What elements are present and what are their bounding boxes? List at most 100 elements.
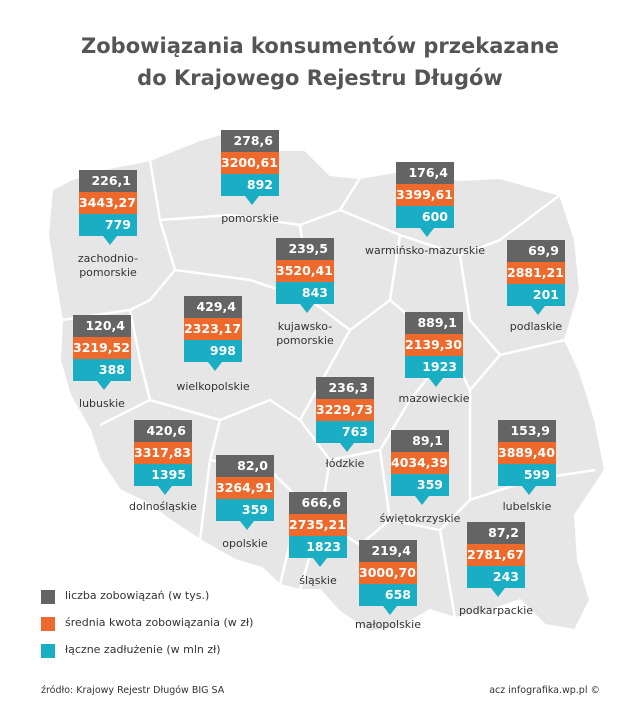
amount-value: 2139,30 — [405, 334, 463, 356]
card-pointer — [240, 521, 254, 530]
debt-value: 1923 — [405, 356, 463, 387]
region-name: lubelskie — [457, 500, 597, 514]
amount-value: 3000,70 — [359, 562, 417, 584]
debt-value: 779 — [79, 214, 137, 245]
map-title: Zobowiązania konsumentów przekazane do K… — [0, 30, 640, 94]
region-name: mazowieckie — [364, 392, 504, 406]
card-pointer — [420, 228, 434, 237]
region-name: opolskie — [175, 537, 315, 551]
title-line-2: do Krajowego Rejestru Długów — [137, 66, 503, 90]
count-value: 226,1 — [79, 170, 137, 192]
debt-value: 388 — [73, 359, 131, 390]
region-name-line: małopolskie — [354, 618, 421, 631]
card-pointer — [415, 496, 429, 505]
card-pointer — [491, 588, 505, 597]
amount-value: 4034,39 — [391, 452, 449, 474]
region-name-line: podkarpackie — [458, 604, 534, 617]
region-data-card: 239,5 3520,41 843 — [276, 238, 334, 313]
border-line — [458, 254, 566, 357]
region-data-card: 82,0 3264,91 359 — [216, 455, 274, 530]
region-name-line: zachodnio- — [77, 252, 139, 265]
count-value: 219,4 — [359, 540, 417, 562]
region-data-card: 236,3 3229,73 763 — [316, 377, 374, 452]
amount-value: 2735,21 — [289, 514, 347, 536]
amount-value: 3317,83 — [134, 442, 192, 464]
debt-value: 600 — [396, 206, 454, 237]
amount-value: 3443,27 — [79, 192, 137, 214]
region-data-card: 153,9 3889,40 599 — [498, 420, 556, 495]
region-data-card: 219,4 3000,70 658 — [359, 540, 417, 615]
debt-value: 359 — [391, 474, 449, 505]
region-name-line: łódzkie — [325, 457, 365, 470]
amount-value: 3520,41 — [276, 260, 334, 282]
region-name-line: dolnośląskie — [129, 500, 197, 513]
region-name-line: podlaskie — [509, 320, 563, 333]
region-name-line: śląskie — [299, 574, 337, 587]
legend-label-debt: łączne zadłużenie (w mln zł) — [65, 643, 221, 656]
count-value: 87,2 — [467, 522, 525, 544]
debt-value: 892 — [221, 174, 279, 205]
card-pointer — [158, 486, 172, 495]
count-value: 69,9 — [507, 240, 565, 262]
count-value: 176,4 — [396, 162, 454, 184]
region-name: warmińsko-mazurskie — [355, 244, 495, 258]
region-name: wielkopolskie — [143, 380, 283, 394]
region-data-card: 89,1 4034,39 359 — [391, 430, 449, 505]
region-name-line: pomorskie — [221, 212, 279, 225]
region-data-card: 666,6 2735,21 1823 — [289, 492, 347, 567]
region-data-card: 69,9 2881,21 201 — [507, 240, 565, 315]
region-name-line: lubelskie — [502, 500, 552, 513]
count-value: 89,1 — [391, 430, 449, 452]
count-value: 82,0 — [216, 455, 274, 477]
region-name-line: świętokrzyskie — [379, 512, 461, 525]
card-pointer — [522, 486, 536, 495]
amount-value: 3399,61 — [396, 184, 454, 206]
card-pointer — [531, 306, 545, 315]
region-name: podkarpackie — [426, 604, 566, 618]
region-name: dolnośląskie — [93, 500, 233, 514]
region-data-card: 420,6 3317,83 1395 — [134, 420, 192, 495]
region-data-card: 278,6 3200,61 892 — [221, 130, 279, 205]
region-name: zachodnio-pomorskie — [38, 252, 178, 280]
region-name: śląskie — [248, 574, 388, 588]
legend-swatch-count — [41, 590, 55, 604]
region-name: łódzkie — [275, 457, 415, 471]
region-data-card: 176,4 3399,61 600 — [396, 162, 454, 237]
region-name-line: opolskie — [222, 537, 268, 550]
region-name-line: wielkopolskie — [176, 380, 250, 393]
debt-value: 599 — [498, 464, 556, 495]
count-value: 120,4 — [73, 315, 131, 337]
region-name: małopolskie — [318, 618, 458, 632]
debt-value: 1395 — [134, 464, 192, 495]
region-name-line: lubuskie — [79, 397, 125, 410]
count-value: 666,6 — [289, 492, 347, 514]
region-name-line: pomorskie — [79, 266, 137, 279]
region-name-line: mazowieckie — [398, 392, 470, 405]
count-value: 429,4 — [184, 296, 242, 318]
card-pointer — [313, 558, 327, 567]
border-line — [61, 308, 152, 427]
legend-label-count: liczba zobowiązań (w tys.) — [65, 589, 210, 602]
debt-value: 1823 — [289, 536, 347, 567]
region-name-line: pomorskie — [276, 334, 334, 347]
debt-value: 998 — [184, 340, 242, 371]
count-value: 889,1 — [405, 312, 463, 334]
debt-value: 359 — [216, 499, 274, 530]
legend-swatch-debt — [41, 644, 55, 658]
card-pointer — [429, 378, 443, 387]
amount-value: 3264,91 — [216, 477, 274, 499]
debt-value: 201 — [507, 284, 565, 315]
count-value: 278,6 — [221, 130, 279, 152]
amount-value: 3200,61 — [221, 152, 279, 174]
region-data-card: 429,4 2323,17 998 — [184, 296, 242, 371]
amount-value: 2781,67 — [467, 544, 525, 566]
region-data-card: 87,2 2781,67 243 — [467, 522, 525, 597]
debt-value: 843 — [276, 282, 334, 313]
region-name: lubuskie — [32, 397, 172, 411]
legend-swatch-amount — [41, 617, 55, 631]
title-line-1: Zobowiązania konsumentów przekazane — [81, 34, 559, 58]
card-pointer — [245, 196, 259, 205]
region-name-line: kujawsko- — [277, 320, 333, 333]
card-pointer — [383, 606, 397, 615]
region-name-line: warmińsko-mazurskie — [364, 244, 486, 257]
